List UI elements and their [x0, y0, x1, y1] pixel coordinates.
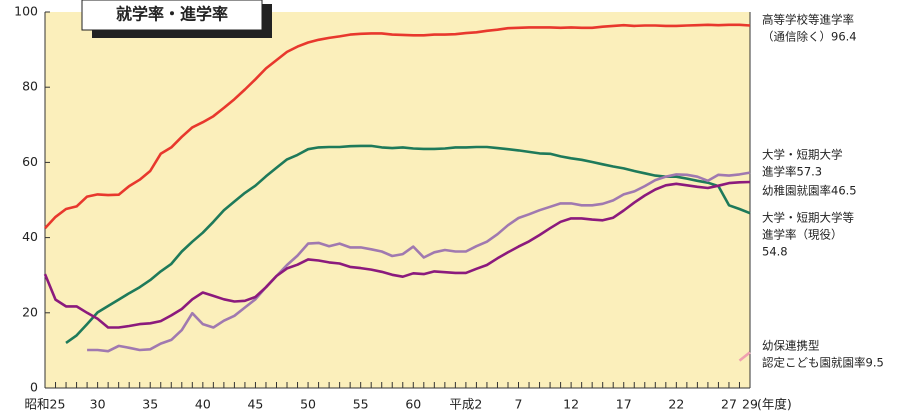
series-line: [43, 180, 751, 329]
x-tick-label: 40: [195, 397, 211, 412]
annotation: 認定こども園就園率9.5: [762, 356, 884, 370]
annotation: 大学・短期大学等: [762, 211, 854, 225]
series-line: [44, 23, 751, 230]
x-tick-label: 27: [721, 397, 737, 412]
series-line: [738, 351, 751, 362]
y-tick-label: 0: [30, 380, 38, 395]
x-tick-label: 22: [668, 397, 684, 412]
annotation: 幼稚園就園率46.5: [762, 184, 857, 198]
series-line: [65, 144, 751, 344]
series-line: [87, 171, 751, 353]
x-tick-label: 45: [247, 397, 263, 412]
annotation: 高等学校等進学率: [762, 13, 854, 27]
x-tick-label: 35: [142, 397, 158, 412]
x-tick-label: 12: [563, 397, 579, 412]
y-tick-label: 100: [14, 4, 38, 19]
annotation: 54.8: [762, 245, 788, 259]
x-tick-label: 平成2: [449, 397, 482, 412]
x-tick-label: 29: [742, 397, 758, 412]
annotation: （通信除く）96.4: [762, 30, 857, 44]
annotation: 進学率（現役）: [762, 228, 843, 242]
x-tick-label: 30: [90, 397, 106, 412]
y-tick-label: 80: [22, 79, 38, 94]
x-tick-label: 昭和25: [25, 397, 66, 412]
x-tick-label: 50: [300, 397, 316, 412]
x-tick-label: 7: [515, 397, 523, 412]
plot-area: [45, 12, 750, 388]
title-box: [81, 0, 263, 31]
y-tick-label: 40: [22, 229, 38, 244]
annotation: 進学率57.3: [762, 165, 822, 179]
chart-title: 就学率・進学率: [116, 5, 228, 24]
x-tick-label: 60: [405, 397, 421, 412]
x-tick-label: 17: [616, 397, 632, 412]
y-tick-label: 60: [22, 154, 38, 169]
annotation: 幼保連携型: [762, 339, 820, 353]
annotation: 大学・短期大学: [762, 148, 843, 162]
y-tick-label: 20: [22, 304, 38, 319]
x-axis-label: (年度): [757, 397, 792, 412]
x-tick-label: 55: [353, 397, 369, 412]
